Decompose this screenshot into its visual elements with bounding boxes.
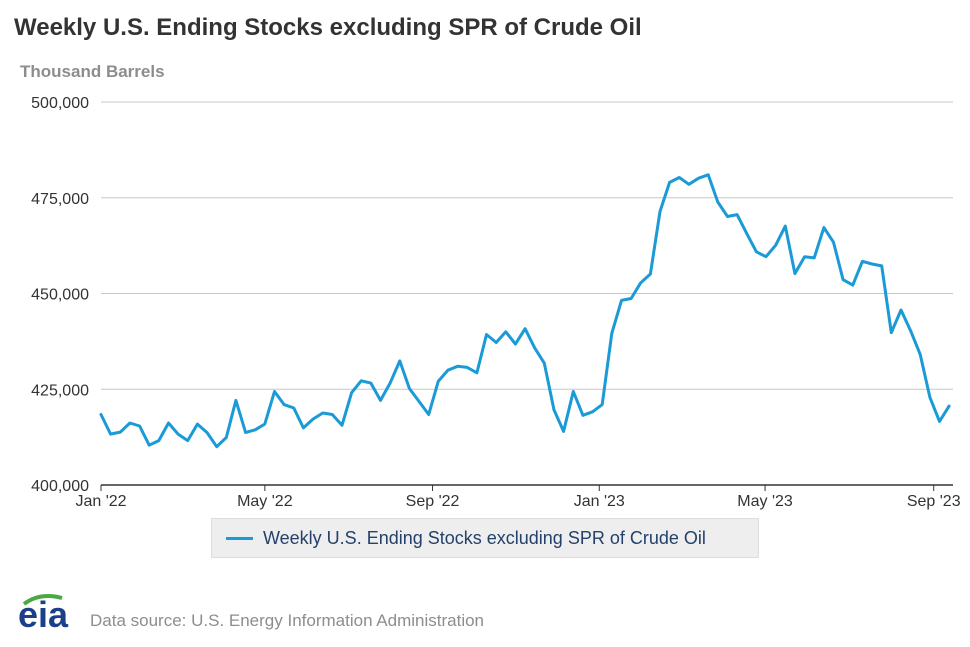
x-tick-label: Sep '23 <box>907 493 961 510</box>
data-source-note: Data source: U.S. Energy Information Adm… <box>90 611 485 630</box>
legend[interactable]: Weekly U.S. Ending Stocks excluding SPR … <box>211 518 759 558</box>
series-line[interactable] <box>99 173 951 449</box>
y-tick-label: 425,000 <box>31 382 89 399</box>
x-tick-label: May '22 <box>237 493 293 510</box>
y-tick-label: 500,000 <box>31 95 89 112</box>
y-axis-unit-label: Thousand Barrels <box>20 62 165 81</box>
x-tick-label: Sep '22 <box>406 493 460 510</box>
chart-title: Weekly U.S. Ending Stocks excluding SPR … <box>14 14 642 41</box>
y-axis-ticks: 400,000 425,000 450,000 475,000 500,000 <box>31 95 89 495</box>
y-tick-label: 450,000 <box>31 287 89 304</box>
x-tick-label: Jan '22 <box>75 493 126 510</box>
legend-label: Weekly U.S. Ending Stocks excluding SPR … <box>263 527 706 548</box>
y-tick-label: 400,000 <box>31 478 89 495</box>
logo-text: eia <box>18 594 69 634</box>
legend-swatch <box>226 536 253 540</box>
eia-logo: eia <box>18 594 69 634</box>
x-tick-label: May '23 <box>737 493 793 510</box>
x-axis-ticks: Jan '22 May '22 Sep '22 Jan '23 May '23 Sep '… <box>75 485 961 510</box>
series-group <box>99 173 951 449</box>
logo-arc <box>22 594 63 606</box>
y-tick-label: 475,000 <box>31 191 89 208</box>
grid-lines <box>101 101 953 486</box>
x-tick-label: Jan '23 <box>574 493 625 510</box>
